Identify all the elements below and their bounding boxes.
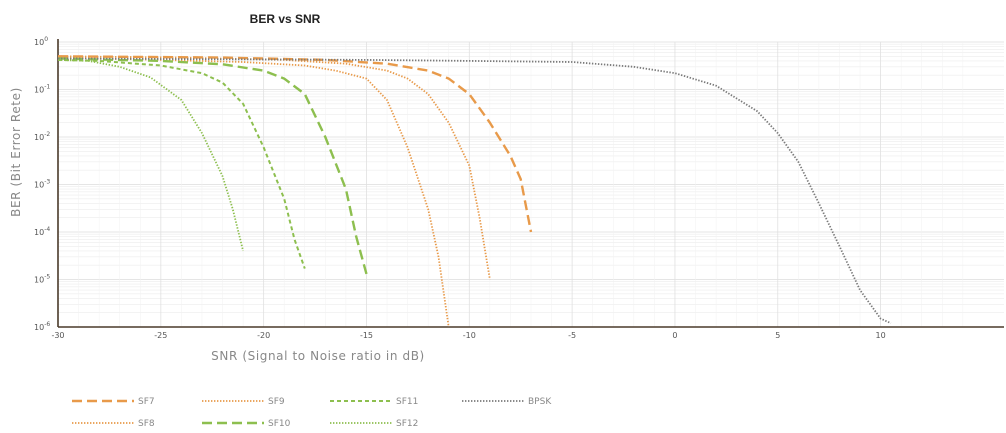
x-tick-label: 10 — [876, 331, 886, 340]
grid — [57, 41, 1004, 328]
series — [57, 55, 892, 328]
x-tick-label: -30 — [51, 331, 64, 340]
x-tick-label: 5 — [775, 331, 780, 340]
x-tick-label: -10 — [463, 331, 476, 340]
y-tick-label: 10-1 — [34, 84, 50, 95]
series-line-sf12 — [57, 59, 244, 252]
x-tick-label: -5 — [568, 331, 576, 340]
x-tick-label: -15 — [360, 331, 373, 340]
legend-label: SF12 — [396, 419, 418, 429]
y-axis-label: BER (Bit Error Rete) — [9, 87, 23, 217]
chart-title: BER vs SNR — [250, 12, 321, 26]
legend-label: SF7 — [138, 397, 155, 407]
legend-item-bpsk: BPSK — [462, 397, 552, 407]
series-line-sf11 — [57, 58, 306, 269]
legend-label: BPSK — [528, 397, 552, 407]
x-tick-label: -25 — [154, 331, 167, 340]
legend-item-sf7: SF7 — [72, 397, 155, 407]
legend-item-sf11: SF11 — [330, 397, 418, 407]
y-tick-label: 10-2 — [34, 131, 50, 142]
legend-label: SF9 — [268, 397, 285, 407]
legend-label: SF11 — [396, 397, 418, 407]
legend-item-sf10: SF10 — [202, 419, 291, 429]
x-axis-label: SNR (Signal to Noise ratio in dB) — [211, 349, 425, 363]
x-tick-label: 0 — [672, 331, 677, 340]
legend-label: SF8 — [138, 419, 155, 429]
series-line-sf8 — [57, 55, 491, 280]
legend-item-sf8: SF8 — [72, 419, 155, 429]
series-line-sf10 — [57, 57, 368, 275]
legend-label: SF10 — [268, 419, 291, 429]
series-line-bpsk — [57, 57, 892, 325]
y-tick-label: 100 — [34, 36, 48, 47]
legend-item-sf9: SF9 — [202, 397, 285, 407]
series-line-sf7 — [57, 55, 533, 233]
x-tick-label: -20 — [257, 331, 270, 340]
legend: SF7 SF8 SF9 SF10 SF11 SF12 BPSK — [72, 397, 552, 429]
y-tick-label: 10-5 — [34, 274, 50, 285]
tick-labels: -30 -25 -20 -15 -10 -5 0 5 10 100 10-1 10-2 10-3 10-4… — [34, 36, 886, 340]
series-line-sf9 — [57, 57, 450, 328]
legend-item-sf12: SF12 — [330, 419, 418, 429]
axes — [57, 39, 1004, 328]
y-tick-label: 10-3 — [34, 179, 50, 190]
y-tick-label: 10-4 — [34, 226, 50, 237]
y-tick-label: 10-6 — [34, 321, 50, 332]
